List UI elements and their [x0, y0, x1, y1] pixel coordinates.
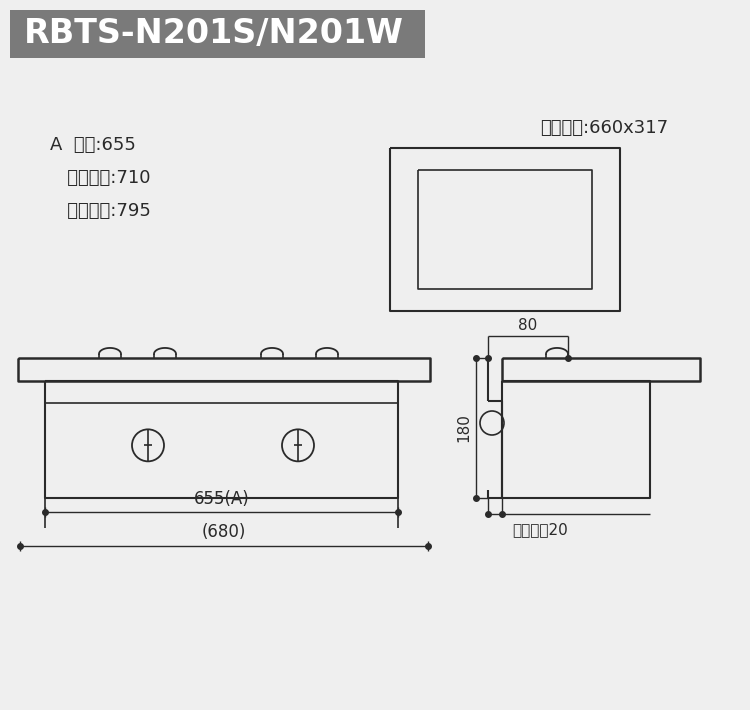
- Text: 小邊飾板:710: 小邊飾板:710: [50, 169, 151, 187]
- Text: 80: 80: [518, 319, 538, 334]
- Text: 180: 180: [457, 413, 472, 442]
- Text: A  本體:655: A 本體:655: [50, 136, 136, 154]
- Text: 邊飾板厔20: 邊飾板厔20: [512, 523, 568, 537]
- Text: 挖孔尺寸:660x317: 挖孔尺寸:660x317: [540, 119, 668, 137]
- Text: 655(A): 655(A): [194, 490, 249, 508]
- Text: RBTS-N201S/N201W: RBTS-N201S/N201W: [24, 18, 404, 50]
- Bar: [10, 10, 425, 58]
- Text: 大邊飾板:795: 大邊飾板:795: [50, 202, 151, 220]
- Text: (680): (680): [202, 523, 246, 541]
